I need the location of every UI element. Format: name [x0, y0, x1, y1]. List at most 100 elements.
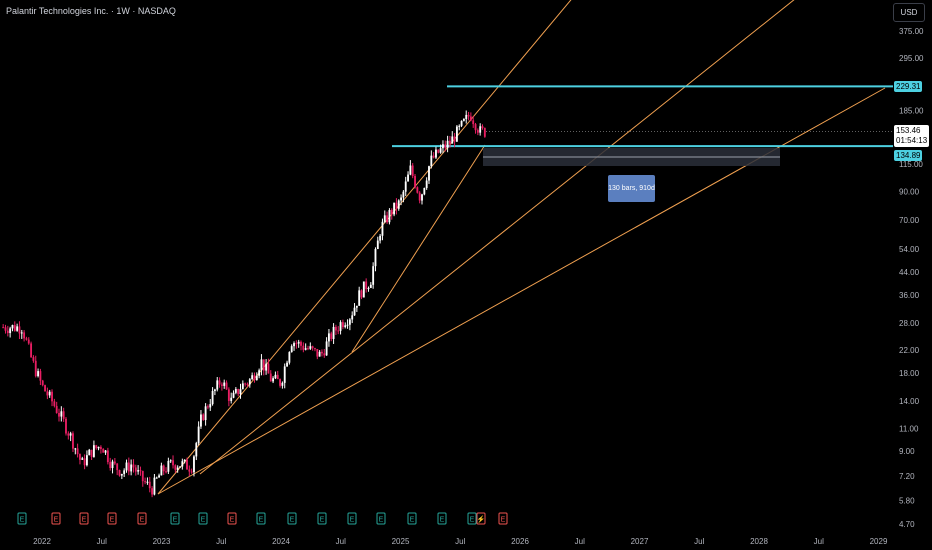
candle-body — [160, 465, 163, 476]
date-range-label: 130 bars, 910d — [608, 175, 655, 202]
earnings-marker — [79, 512, 89, 525]
candle-body — [393, 202, 396, 215]
candle-body — [295, 343, 298, 345]
earnings-marker-label: E — [440, 517, 445, 524]
candle-body — [120, 473, 123, 476]
candle-body — [439, 148, 442, 153]
earnings-marker-label: E — [320, 517, 325, 524]
candle-body — [367, 287, 370, 290]
candle-body — [207, 406, 209, 408]
candle-body — [479, 126, 482, 133]
candle-body — [416, 187, 419, 193]
candle-body — [246, 383, 249, 385]
candle-body — [286, 362, 288, 367]
candle-body — [262, 359, 265, 371]
candle-body — [234, 388, 237, 393]
candle-body — [72, 433, 74, 449]
candle-body — [65, 418, 67, 434]
earnings-marker-label: E — [350, 517, 355, 524]
candle-body — [158, 475, 160, 478]
candle-body — [362, 281, 365, 298]
candle-body — [181, 461, 184, 467]
candle-body — [165, 471, 167, 473]
earnings-marker — [17, 512, 27, 525]
candle-body — [174, 465, 177, 470]
time-axis-label: Jul — [216, 537, 226, 546]
candle-body — [369, 284, 372, 288]
earnings-marker — [467, 512, 477, 525]
time-axis-label: 2026 — [511, 537, 529, 546]
candle-body — [123, 470, 126, 474]
candle-body — [23, 332, 26, 339]
candle-body — [432, 155, 435, 158]
candle-body — [304, 348, 307, 350]
candle-body — [265, 363, 268, 371]
earnings-marker-label: E — [230, 517, 235, 524]
earnings-marker-label: E — [20, 517, 25, 524]
candle-body — [421, 194, 423, 201]
candle-body — [446, 140, 449, 149]
candle-body — [4, 327, 7, 331]
candle-body — [62, 411, 65, 419]
candle-body — [76, 448, 79, 455]
candle-body — [400, 197, 402, 201]
price-axis-label: 295.00 — [899, 54, 924, 63]
candle-body — [467, 114, 470, 117]
earnings-marker — [51, 512, 61, 525]
candle-body — [213, 389, 216, 391]
candle-body — [465, 114, 468, 119]
candle-body — [458, 125, 461, 127]
earnings-marker — [476, 512, 486, 525]
candle-body — [86, 455, 88, 466]
price-axis-label: 36.00 — [899, 291, 920, 300]
candle-body — [227, 389, 230, 401]
price-axis-label: 5.80 — [899, 496, 915, 505]
currency-selector[interactable]: USD — [893, 3, 925, 22]
candle-body — [41, 380, 44, 386]
candle-body — [83, 458, 86, 466]
earnings-marker — [437, 512, 447, 525]
candle-body — [2, 327, 5, 329]
candle-body — [425, 180, 428, 189]
candle-body — [190, 471, 193, 473]
candle-body — [90, 449, 93, 457]
candle-body — [255, 375, 258, 381]
candle-body — [300, 341, 302, 346]
candle-body — [388, 210, 391, 223]
candle-body — [97, 446, 100, 449]
price-axis-label: 70.00 — [899, 216, 920, 225]
candle-body — [307, 348, 309, 350]
candle-body — [376, 240, 379, 250]
candle-body — [269, 373, 272, 382]
earnings-marker — [347, 512, 357, 525]
candle-body — [69, 433, 72, 436]
candle-body — [348, 319, 351, 325]
candle-body — [239, 389, 242, 395]
price-axis-label: 90.00 — [899, 188, 920, 197]
earnings-marker-label: E — [501, 517, 506, 524]
price-axis-label: 9.00 — [899, 447, 915, 456]
price-axis-label: 115.00 — [899, 160, 923, 169]
candle-body — [355, 305, 358, 308]
earnings-marker-label: E — [82, 517, 87, 524]
candle-body — [137, 470, 140, 472]
earnings-marker-label: E — [259, 517, 264, 524]
candle-body — [290, 346, 293, 353]
candle-body — [216, 380, 219, 390]
candle-body — [281, 382, 284, 386]
candle-body — [232, 392, 235, 398]
candle-body — [334, 326, 337, 331]
candle-body — [390, 210, 393, 215]
candle-body — [330, 333, 333, 339]
candle-body — [402, 191, 405, 198]
candle-body — [365, 281, 368, 290]
candle-body — [379, 235, 382, 241]
candle-body — [276, 374, 279, 380]
time-axis-label: Jul — [97, 537, 107, 546]
candle-body — [6, 330, 9, 334]
earnings-marker — [376, 512, 386, 525]
candle-body — [483, 128, 486, 137]
candle-body — [241, 383, 244, 390]
candle-body — [144, 481, 147, 483]
